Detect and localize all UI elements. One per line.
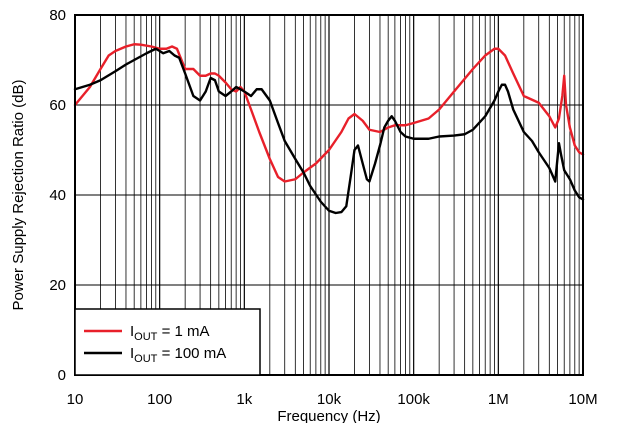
x-axis-label: Frequency (Hz)	[277, 408, 380, 423]
plot-frame	[74, 14, 584, 376]
x-tick-label: 10	[67, 391, 84, 408]
y-tick-label: 40	[49, 187, 66, 204]
x-tick-label: 1M	[488, 391, 509, 408]
legend-label-2: IOUT = 100 mA	[130, 345, 226, 365]
y-axis-label: Power Supply Rejection Ratio (dB)	[10, 80, 27, 311]
legend-label-main: I	[130, 323, 134, 340]
legend-label-1: IOUT = 1 mA	[130, 323, 210, 343]
series-layer	[73, 43, 585, 215]
x-tick-label: 10M	[568, 391, 597, 408]
legend-label-rest: = 100 mA	[157, 345, 226, 362]
legend-label-main: I	[130, 345, 134, 362]
y-tick-label: 0	[58, 367, 66, 384]
legend-label-rest: = 1 mA	[157, 323, 209, 340]
legend-box	[74, 308, 261, 376]
legend-label-subscript: OUT	[134, 331, 158, 343]
y-tick-labels: 0 20 40 60 80	[49, 7, 66, 384]
x-tick-label: 10k	[317, 391, 342, 408]
y-tick-label: 80	[49, 7, 66, 24]
x-tick-labels: 10 100 1k 10k 100k 1M 10M	[67, 391, 598, 408]
series-line-2	[73, 47, 585, 215]
x-tick-label: 100	[147, 391, 172, 408]
legend-label-subscript: OUT	[134, 353, 158, 365]
y-tick-label: 20	[49, 277, 66, 294]
series-line-1	[73, 43, 585, 183]
y-tick-label: 60	[49, 97, 66, 114]
x-tick-label: 1k	[236, 391, 252, 408]
x-tick-label: 100k	[397, 391, 430, 408]
